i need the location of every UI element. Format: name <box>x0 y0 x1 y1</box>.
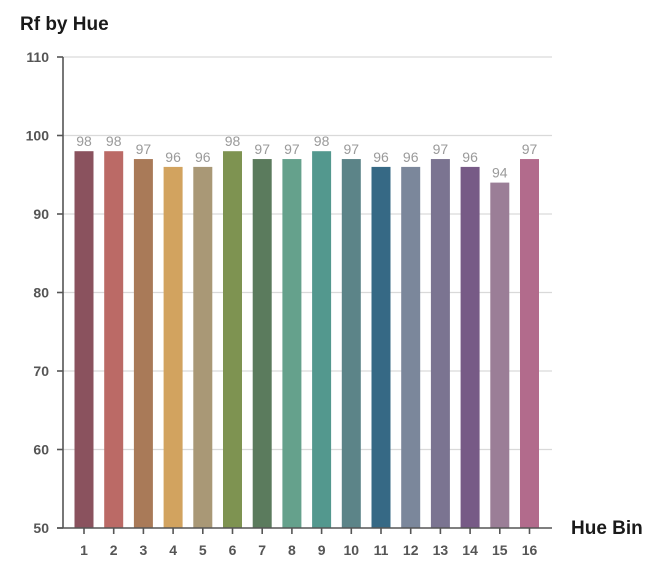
bar-11 <box>371 166 391 528</box>
bar-12 <box>401 166 421 528</box>
x-tick-label: 6 <box>229 542 237 558</box>
data-label-1: 98 <box>76 133 92 149</box>
data-label-4: 96 <box>165 149 181 165</box>
bar-10 <box>341 159 361 529</box>
bar-1 <box>74 151 94 528</box>
data-label-2: 98 <box>106 133 122 149</box>
bar-6 <box>223 151 242 528</box>
y-tick-label: 80 <box>33 285 49 301</box>
bar-4 <box>163 166 183 528</box>
x-tick-label: 8 <box>288 542 296 558</box>
x-tick-label: 7 <box>258 542 266 558</box>
bar-5 <box>193 166 213 528</box>
data-label-11: 96 <box>373 149 389 165</box>
x-tick-label: 15 <box>492 542 508 558</box>
y-axis: 50 60 70 80 90 100 110 <box>26 49 64 536</box>
bar-9 <box>312 151 332 528</box>
x-tick-label: 13 <box>433 542 449 558</box>
y-tick-label: 90 <box>33 206 49 222</box>
x-axis-label: Hue Bin <box>571 518 643 539</box>
data-label-8: 97 <box>284 141 300 157</box>
bar-3 <box>133 159 153 529</box>
chart-title: Rf by Hue <box>20 14 109 35</box>
x-tick-label: 4 <box>169 542 177 558</box>
bar-14 <box>460 166 480 528</box>
data-label-15: 94 <box>492 165 508 181</box>
bar-15 <box>490 182 510 528</box>
x-tick-label: 12 <box>403 542 419 558</box>
x-tick-label: 3 <box>140 542 148 558</box>
bar-7 <box>252 159 272 529</box>
bar-2 <box>104 151 124 528</box>
data-label-7: 97 <box>254 141 270 157</box>
data-labels: 98 98 97 96 96 98 97 97 98 97 96 96 97 96 94 97 <box>76 133 537 180</box>
x-tick-label: 5 <box>199 542 207 558</box>
bar-16 <box>520 159 539 529</box>
data-label-16: 97 <box>522 141 538 157</box>
data-label-5: 96 <box>195 149 211 165</box>
x-tick-label: 2 <box>110 542 118 558</box>
y-tick-label: 110 <box>26 49 49 65</box>
x-axis: 1 2 3 4 5 6 7 8 9 10 11 12 13 14 15 16 <box>57 527 552 558</box>
x-tick-label: 1 <box>80 542 88 558</box>
x-tick-label: 9 <box>318 542 326 558</box>
data-label-9: 98 <box>314 133 330 149</box>
x-tick-label: 14 <box>462 542 478 558</box>
x-tick-label: 16 <box>522 542 538 558</box>
y-tick-label: 70 <box>33 363 49 379</box>
x-tick-label: 10 <box>344 542 360 558</box>
y-tick-label: 60 <box>33 442 49 458</box>
data-label-6: 98 <box>225 133 241 149</box>
y-tick-label: 100 <box>26 128 50 144</box>
data-label-3: 97 <box>136 141 152 157</box>
x-tick-label: 11 <box>374 542 389 558</box>
bar-13 <box>430 159 450 529</box>
data-label-14: 96 <box>462 149 478 165</box>
bars <box>74 151 539 529</box>
y-tick-label: 50 <box>33 520 49 536</box>
data-label-12: 96 <box>403 149 419 165</box>
data-label-10: 97 <box>344 141 360 157</box>
bar-8 <box>282 159 302 529</box>
data-label-13: 97 <box>433 141 449 157</box>
